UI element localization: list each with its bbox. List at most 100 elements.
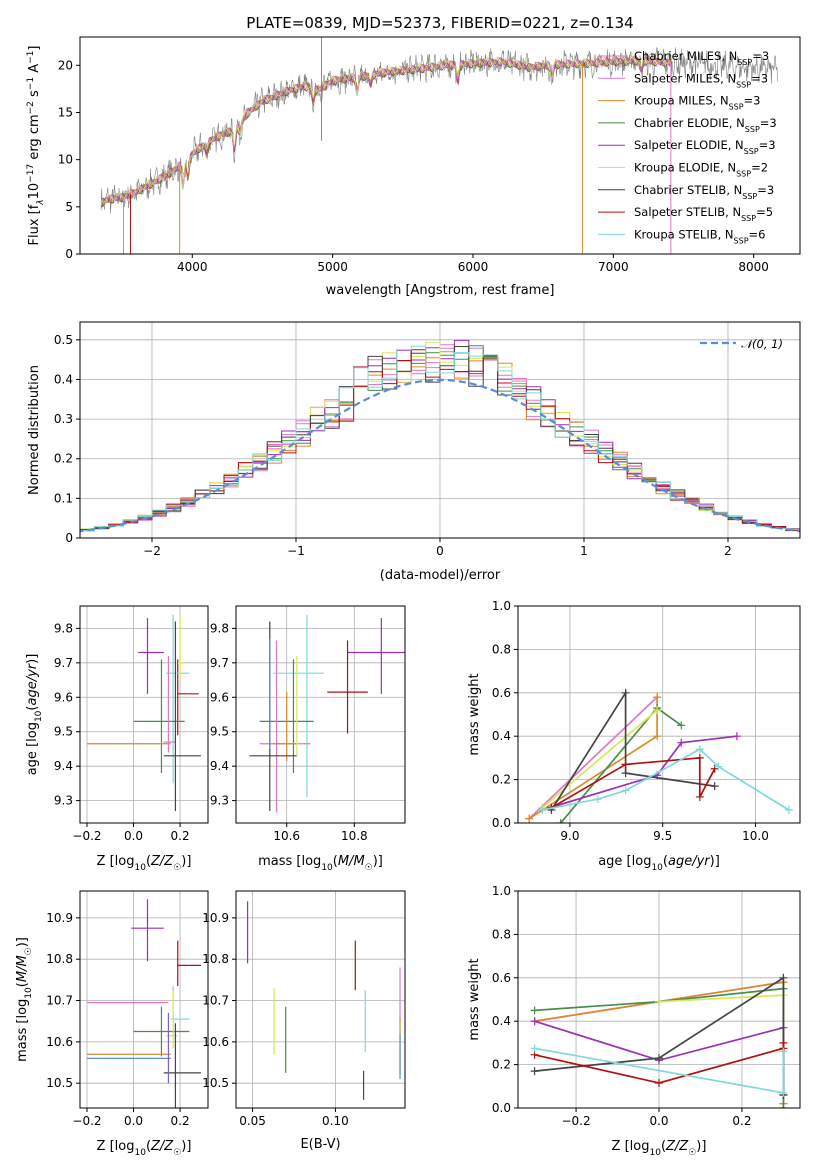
label-part: 10 — [27, 183, 42, 200]
y-tick-label: 9.7 — [54, 656, 73, 670]
mass_vs_ebv-plot-area — [246, 901, 401, 1100]
y-tick-label: 10.9 — [46, 911, 73, 925]
label-part: ☉ — [688, 1148, 696, 1158]
label-part: 10 — [134, 1148, 146, 1158]
label-part: 10 — [24, 987, 34, 999]
spectrum-xlabel: wavelength [Angstrom, rest frame] — [326, 283, 555, 298]
x-tick-label: −2 — [143, 544, 161, 558]
y-tick-label: 9.3 — [210, 794, 229, 808]
label-part: ☉ — [173, 863, 181, 873]
mass-weight-series-line — [534, 976, 785, 1095]
legend-label-tail: =3 — [759, 138, 776, 152]
y-tick-label: 0.0 — [492, 816, 511, 830]
label-part: )] — [15, 937, 30, 947]
y-tick-label: 15 — [58, 105, 73, 119]
mass-weight-point-marker — [779, 973, 788, 982]
massweight_vs_age-panel: 9.0 9.5 10.0 0.0 0.2 0.4 0.6 0.8 1.0 age [log10(a… — [467, 599, 801, 873]
legend-label-text: Kroupa STELIB, N — [634, 227, 734, 241]
y-tick-label: 0.8 — [492, 642, 511, 656]
x-tick-label: 6000 — [458, 260, 489, 274]
y-tick-label: 9.6 — [210, 690, 229, 704]
y-tick-label: 9.4 — [54, 759, 73, 773]
mass_vs_ebv-frame — [235, 890, 406, 1109]
x-tick-label: 9.5 — [653, 829, 672, 843]
massweight_vs_age-ylabel: mass weight — [467, 673, 482, 755]
legend-label: Salpeter MILES, NSSP=3 — [634, 71, 768, 89]
y-tick-label: 0.4 — [492, 1014, 511, 1028]
mass-weight-point-marker — [695, 792, 704, 801]
legend-label-tail: =3 — [752, 49, 769, 63]
age_vs_mass-xlabel: mass [log10(M/M☉)] — [258, 854, 383, 873]
massweight_vs_age-frame — [517, 605, 801, 824]
massweight_vs_Z-plot-area — [530, 973, 788, 1108]
label-part: ☉ — [365, 863, 373, 873]
y-tick-label: 0.2 — [54, 452, 73, 466]
model-spectrum-line — [100, 58, 673, 208]
label-part: ( — [25, 706, 40, 711]
x-tick-label: 0.2 — [171, 1114, 190, 1128]
y-tick-label: 0.3 — [54, 412, 73, 426]
x-tick-label: 0.10 — [322, 1114, 349, 1128]
label-part: mass [log — [15, 999, 30, 1062]
label-part: )] — [373, 854, 383, 869]
mass-weight-point-marker — [653, 706, 662, 715]
legend-label: Kroupa ELODIE, NSSP=2 — [634, 161, 768, 179]
label-part: age/yr — [668, 854, 711, 869]
mass-weight-point-marker — [538, 805, 547, 814]
mass-weight-series-line — [541, 748, 790, 811]
mass-weight-point-marker — [525, 814, 534, 823]
x-tick-label: −1 — [287, 544, 305, 558]
legend-label: Chabrier ELODIE, NSSP=3 — [634, 116, 777, 133]
figure-title: PLATE=0839, MJD=52373, FIBERID=0221, z=0… — [246, 14, 633, 32]
label-part: 10 — [651, 863, 663, 873]
x-tick-label: 0.05 — [239, 1114, 266, 1128]
mass-weight-point-marker — [530, 1044, 539, 1053]
x-tick-label: 0.0 — [124, 829, 143, 843]
mass-weight-point-marker — [621, 760, 630, 769]
label-part: Z [log — [612, 1139, 650, 1154]
mass-weight-point-marker — [593, 795, 602, 804]
y-tick-label: 5 — [65, 200, 73, 214]
label-part: ( — [663, 854, 668, 869]
spectrum-plot-area — [100, 37, 778, 254]
x-tick-label: 0.2 — [171, 829, 190, 843]
legend-label-tail: =2 — [751, 161, 768, 175]
legend-label: Chabrier STELIB, NSSP=3 — [634, 183, 774, 201]
label-part: erg cm — [27, 114, 42, 163]
y-tick-label: 9.7 — [210, 656, 229, 670]
mass-weight-point-marker — [784, 805, 793, 814]
label-part: Z [log — [97, 854, 135, 869]
label-part: age [log — [598, 854, 651, 869]
legend-label-sub: SSP — [741, 214, 756, 223]
y-tick-label: 0.6 — [492, 971, 511, 985]
residual_hist-plot-area — [80, 339, 800, 533]
mass-weight-point-marker — [779, 1088, 788, 1097]
massweight_vs_age-xlabel: age [log10(age/yr)] — [598, 854, 720, 873]
model-spectrum-line — [100, 55, 673, 204]
y-tick-label: 10.9 — [202, 911, 229, 925]
label-part: Z/Z — [665, 1139, 689, 1154]
label-part: )] — [25, 654, 40, 664]
label-part: λ — [36, 199, 46, 205]
label-part: 10 — [34, 710, 44, 722]
x-tick-label: 10.6 — [273, 829, 300, 843]
x-tick-label: 7000 — [598, 260, 629, 274]
mass-weight-point-marker — [732, 732, 741, 741]
spectrum-panel: 4000 5000 6000 7000 8000 0 5 10 15 20 Chabrier MIL… — [26, 36, 801, 298]
age_vs_Z-xlabel: Z [log10(Z/Z☉)] — [97, 854, 192, 873]
legend-label-tail: =5 — [756, 205, 773, 219]
y-tick-label: 0.4 — [54, 372, 73, 386]
y-tick-label: 10.8 — [46, 952, 73, 966]
y-tick-label: 10.5 — [202, 1076, 229, 1090]
label-part: mass [log — [258, 854, 321, 869]
mass_vs_Z-xlabel: Z [log10(Z/Z☉)] — [97, 1139, 192, 1158]
legend-label: Chabrier MILES, NSSP=3 — [634, 49, 769, 67]
legend-label: Salpeter ELODIE, NSSP=3 — [634, 138, 776, 156]
age_vs_Z-frame — [79, 605, 209, 824]
massweight_vs_Z-xlabel: Z [log10(Z/Z☉)] — [612, 1139, 707, 1158]
mass-weight-series-line — [541, 735, 737, 811]
label-part: ( — [333, 854, 338, 869]
label-part: ( — [661, 1139, 666, 1154]
x-tick-label: 1 — [580, 544, 588, 558]
